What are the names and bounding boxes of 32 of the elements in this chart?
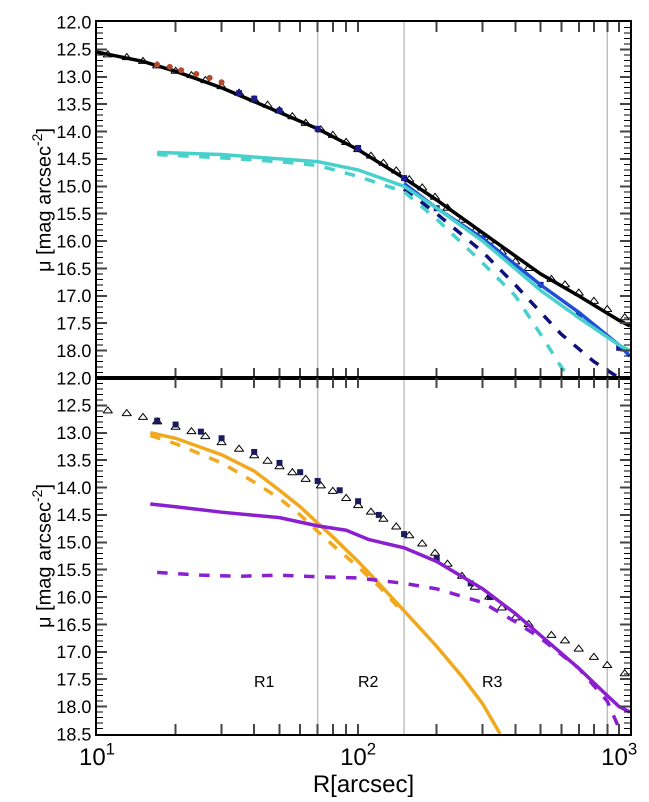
y-tick-label: 14.0: [56, 122, 92, 142]
y-tick-label: 16.5: [56, 258, 92, 279]
y-tick-label: 12.0: [56, 12, 92, 32]
y-tick-label: 16.0: [56, 587, 92, 608]
annotation: R2: [358, 674, 379, 691]
y-tick-label: 14.0: [56, 478, 92, 498]
y-tick-label: 18.0: [56, 340, 92, 361]
y-tick-label: 17.5: [56, 670, 92, 690]
y-tick-label: 13.5: [56, 450, 92, 470]
y-tick-label: 14.5: [56, 149, 92, 170]
y-tick-label: 17.0: [56, 642, 92, 662]
y-tick-label: 15.5: [56, 560, 92, 580]
y-tick-label: 13.0: [56, 67, 92, 88]
y-tick-label: 14.5: [56, 505, 92, 526]
y-tick-label: 12.5: [56, 40, 92, 60]
x-tick-label: 10$^{3}$: [601, 740, 638, 771]
y-tick-label: 12.5: [56, 396, 92, 416]
y-tick-label: 16.0: [56, 231, 92, 252]
y-tick-label: 13.0: [56, 423, 92, 444]
y-tick-label: 17.5: [56, 314, 92, 334]
y-tick-label: 15.0: [56, 176, 92, 197]
y-tick-label: 15.5: [56, 204, 92, 224]
y-tick-label: 12.0: [56, 368, 92, 388]
x-axis-title: R[arcsec]: [312, 770, 414, 798]
y-tick-label: 17.0: [56, 286, 92, 306]
y-tick-label: 16.5: [56, 614, 92, 635]
y-tick-label: 13.5: [56, 94, 92, 114]
annotation: R3: [482, 674, 503, 691]
y-tick-label: 18.0: [56, 696, 92, 717]
y-tick-label: 15.0: [56, 532, 92, 553]
annotation: R1: [254, 674, 275, 691]
x-tick-label: 10$^{2}$: [340, 740, 376, 771]
